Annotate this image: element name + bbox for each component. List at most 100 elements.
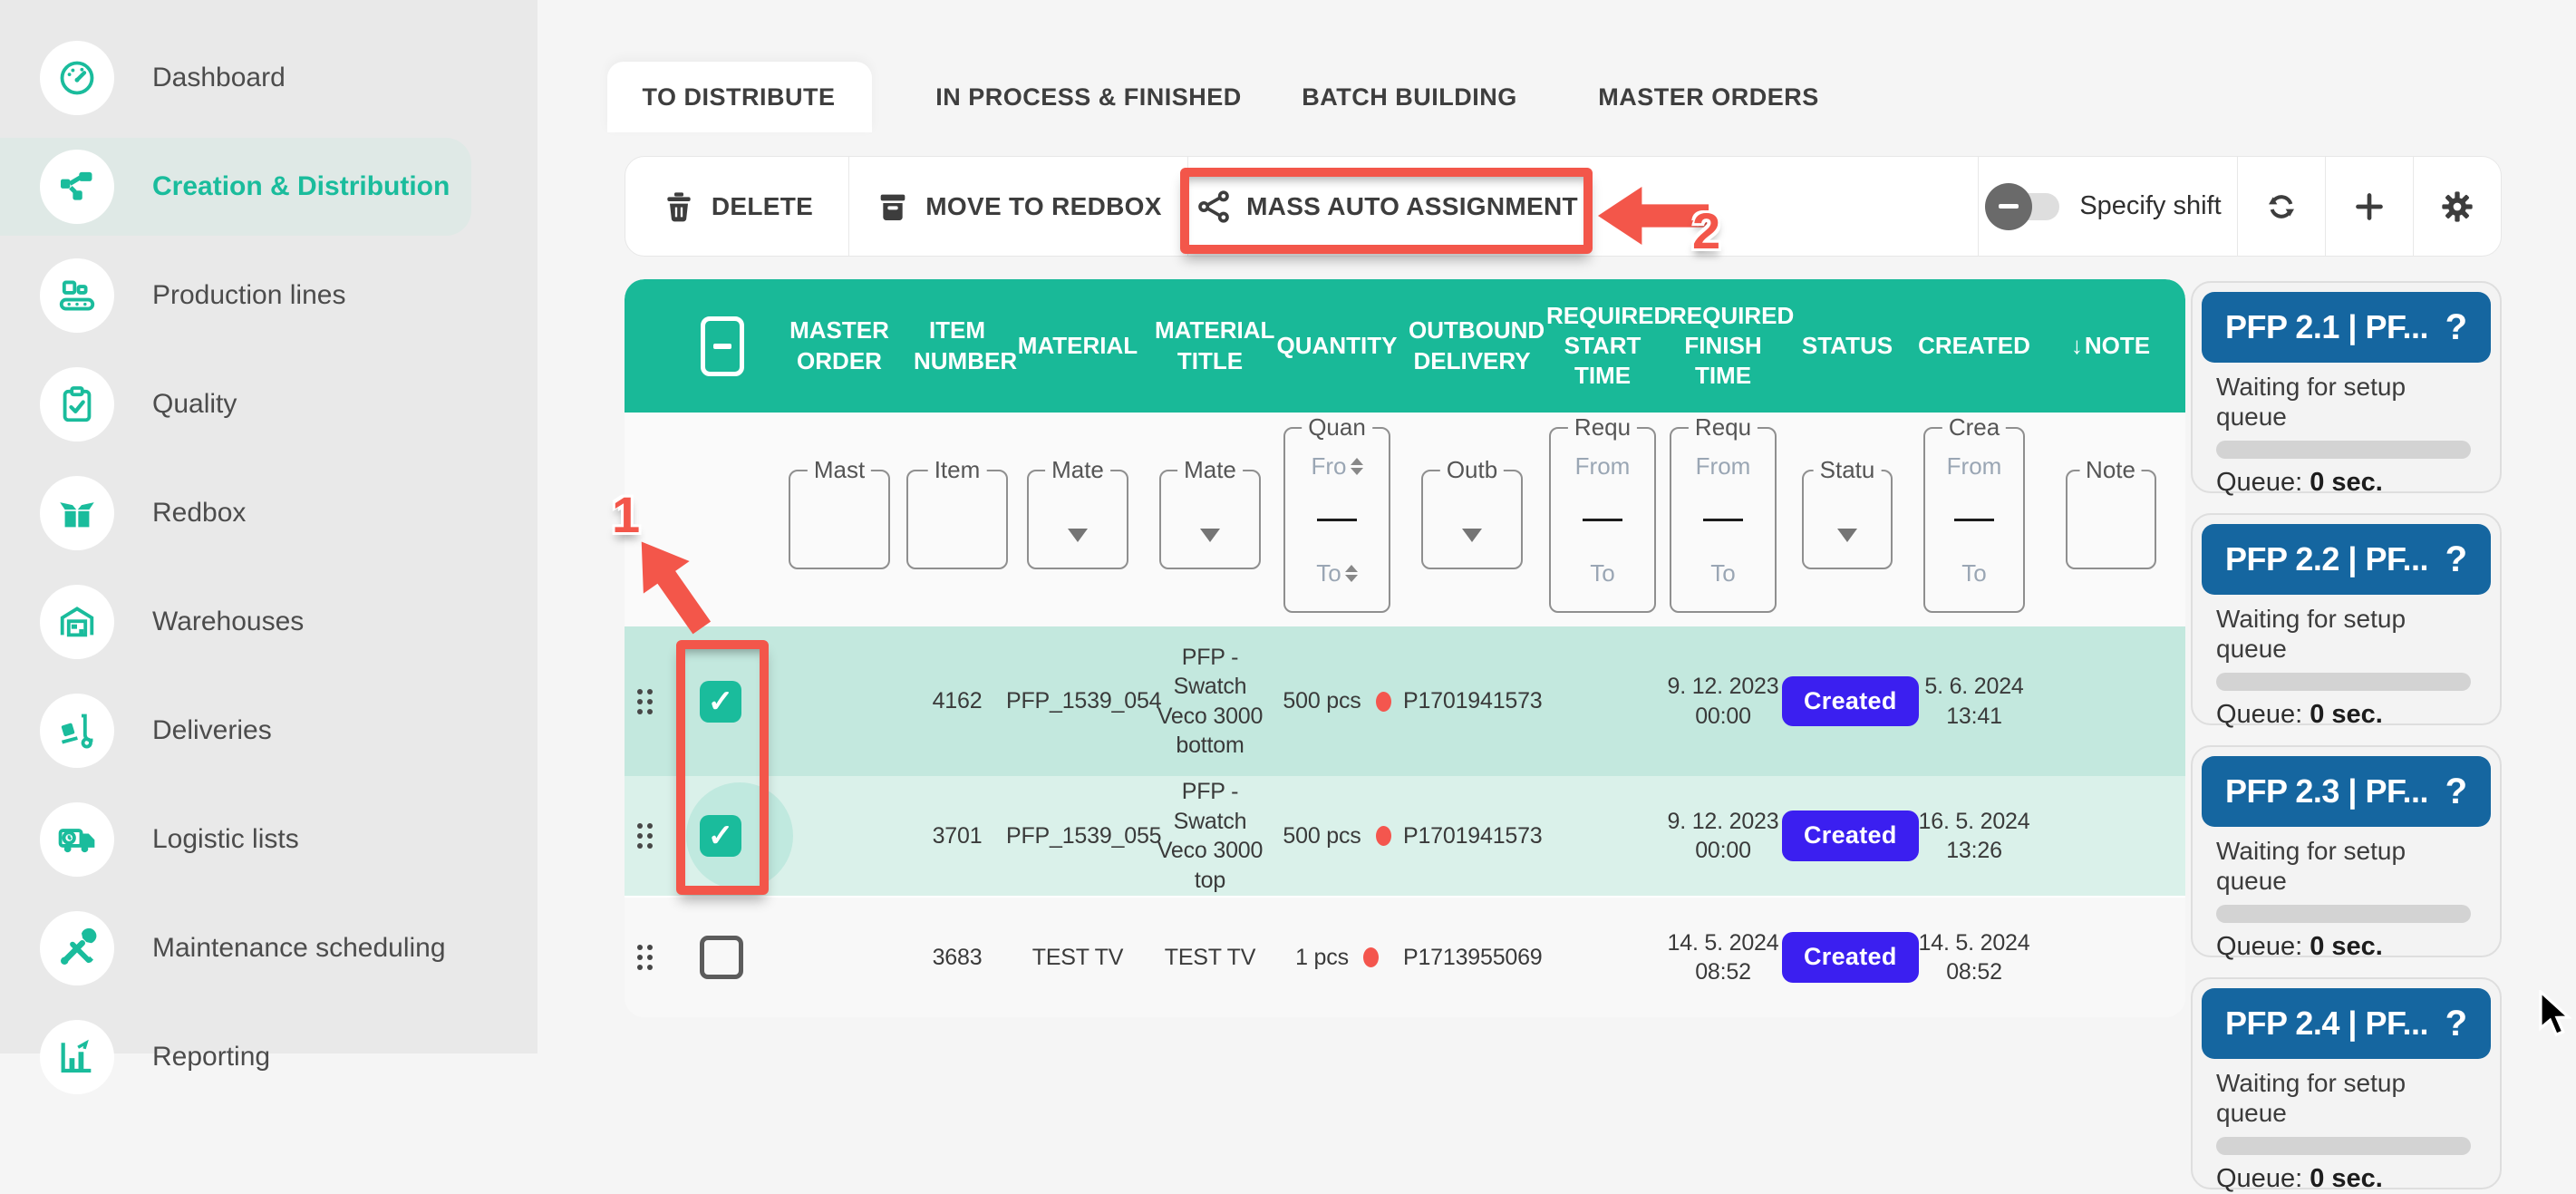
sidebar-item-dashboard[interactable]: Dashboard: [0, 24, 537, 132]
required-finish-to-input[interactable]: To: [1710, 558, 1736, 587]
sidebar-item-deliveries[interactable]: Deliveries: [0, 676, 537, 785]
drag-handle-icon[interactable]: [637, 945, 653, 970]
range-divider: [1583, 518, 1622, 521]
sidebar-item-reporting[interactable]: Reporting: [0, 1003, 537, 1111]
help-icon[interactable]: ?: [2445, 771, 2467, 811]
cell-status: Created: [1782, 675, 1919, 727]
specify-shift-toggle[interactable]: [1985, 182, 2060, 230]
column-header-material[interactable]: MATERIAL: [1017, 331, 1138, 359]
line-card-header[interactable]: PFP 2.2 | PF... ?: [2202, 524, 2491, 595]
column-header-created[interactable]: CREATED: [1918, 331, 2030, 359]
required-start-to-input[interactable]: To: [1590, 558, 1615, 587]
add-button[interactable]: [2326, 157, 2413, 256]
sidebar-item-redbox[interactable]: Redbox: [0, 459, 537, 568]
column-header-outbound-delivery[interactable]: OUTBOUND DELIVERY: [1409, 316, 1545, 374]
line-card-header[interactable]: PFP 2.3 | PF... ?: [2202, 756, 2491, 827]
quantity-to-input[interactable]: To: [1316, 559, 1358, 587]
filter-material-title-select[interactable]: Mate: [1159, 456, 1261, 569]
settings-button[interactable]: [2414, 157, 2501, 256]
sidebar-item-label: Production lines: [152, 280, 346, 310]
specify-shift-group: Specify shift: [1979, 157, 2237, 256]
required-start-from-input[interactable]: From: [1574, 451, 1631, 480]
trash-icon: [667, 191, 691, 221]
table-row[interactable]: ✓ 3701 PFP_1539_055 PFP - Swatch Veco 30…: [625, 776, 2185, 896]
tab-master-orders[interactable]: MASTER ORDERS: [1598, 83, 1819, 111]
column-header-material-title[interactable]: MATERIAL TITLE: [1155, 316, 1275, 374]
created-from-input[interactable]: From: [1946, 451, 2002, 480]
filter-material-select[interactable]: Mate: [1027, 456, 1128, 569]
line-progress-bar: [2216, 441, 2471, 460]
number-stepper-icon[interactable]: [1344, 564, 1358, 582]
availability-dot-icon: [1375, 826, 1391, 846]
refresh-button[interactable]: [2238, 157, 2325, 256]
cell-outbound-delivery: P1701941573: [1403, 822, 1543, 849]
row-checkbox-checked[interactable]: ✓: [700, 815, 741, 857]
tab-to-distribute[interactable]: TO DISTRIBUTE: [642, 83, 836, 111]
tab-in-process-finished[interactable]: IN PROCESS & FINISHED: [935, 83, 1242, 111]
quantity-from-input[interactable]: Fro: [1312, 452, 1363, 481]
sort-desc-icon: ↓: [2070, 331, 2083, 359]
filter-item-number-input[interactable]: Item: [906, 456, 1008, 569]
sidebar-item-quality[interactable]: Quality: [0, 350, 537, 459]
line-card-pfp-2-4[interactable]: PFP 2.4 | PF... ? Waiting for setup queu…: [2191, 977, 2502, 1193]
sidebar-item-creation-distribution[interactable]: Creation & Distribution: [0, 132, 537, 241]
line-card-title: PFP 2.4 | PF...: [2225, 1005, 2429, 1042]
mass-auto-assignment-button[interactable]: MASS AUTO ASSIGNMENT: [1188, 157, 1585, 256]
filter-required-finish-range[interactable]: Requ From To: [1670, 413, 1777, 613]
drag-handle-icon[interactable]: [637, 823, 653, 849]
toolbar-divider: [2413, 157, 2414, 256]
help-icon[interactable]: ?: [2445, 306, 2467, 347]
line-card-header[interactable]: PFP 2.1 | PF... ?: [2202, 292, 2491, 363]
line-card-header[interactable]: PFP 2.4 | PF... ?: [2202, 988, 2491, 1059]
cell-required-finish-time: 9. 12. 2023 00:00: [1667, 808, 1779, 864]
filter-note-input[interactable]: Note: [2065, 456, 2156, 569]
delete-button[interactable]: DELETE: [625, 157, 848, 256]
range-divider: [1317, 518, 1357, 521]
line-card-pfp-2-3[interactable]: PFP 2.3 | PF... ? Waiting for setup queu…: [2191, 745, 2502, 961]
row-checkbox-checked[interactable]: ✓: [700, 680, 741, 723]
gear-icon: [2442, 190, 2473, 222]
table-row[interactable]: 3683 TEST TV TEST TV 1 pcs P1713955069 1…: [625, 896, 2185, 1017]
bar-chart-icon: [40, 1020, 114, 1094]
filter-status-select[interactable]: Statu: [1802, 456, 1893, 569]
cell-material-title: TEST TV: [1164, 944, 1256, 970]
gauge-icon: [40, 41, 114, 115]
share-icon: [1198, 189, 1229, 223]
line-queue-text: Queue: 0 sec.: [2216, 468, 2383, 498]
sidebar-item-warehouses[interactable]: Warehouses: [0, 568, 537, 676]
line-card-pfp-2-2[interactable]: PFP 2.2 | PF... ? Waiting for setup queu…: [2191, 513, 2502, 729]
availability-dot-icon: [1362, 947, 1379, 967]
column-header-item-number[interactable]: ITEM NUMBER: [914, 316, 1018, 374]
number-stepper-icon[interactable]: [1350, 457, 1363, 475]
sidebar-item-production-lines[interactable]: Production lines: [0, 241, 537, 350]
main-content: TO DISTRIBUTE IN PROCESS & FINISHED BATC…: [537, 0, 2576, 1193]
tab-batch-building[interactable]: BATCH BUILDING: [1302, 83, 1517, 111]
filter-created-range[interactable]: Crea From To: [1923, 413, 2025, 613]
column-header-status[interactable]: STATUS: [1801, 331, 1893, 359]
column-header-required-finish-time[interactable]: REQUIRED FINISH TIME: [1670, 301, 1795, 390]
column-header-quantity[interactable]: QUANTITY: [1276, 331, 1398, 359]
filter-outbound-select[interactable]: Outb: [1421, 456, 1523, 569]
cell-quantity: 500 pcs: [1271, 821, 1403, 851]
open-box-icon: [40, 476, 114, 550]
select-all-checkbox[interactable]: [701, 315, 744, 376]
help-icon[interactable]: ?: [2445, 1003, 2467, 1044]
filter-quantity-range[interactable]: Quan Fro To: [1283, 413, 1390, 613]
move-to-redbox-button[interactable]: MOVE TO REDBOX: [849, 157, 1187, 256]
filter-master-order-input[interactable]: Mast: [789, 456, 890, 569]
line-queue-text: Queue: 0 sec.: [2216, 932, 2383, 962]
required-finish-from-input[interactable]: From: [1695, 451, 1751, 480]
filter-required-start-range[interactable]: Requ From To: [1549, 413, 1656, 613]
sidebar-item-label: Warehouses: [152, 607, 305, 636]
sidebar-item-maintenance-scheduling[interactable]: Maintenance scheduling: [0, 894, 537, 1003]
created-to-input[interactable]: To: [1961, 558, 1987, 587]
table-row[interactable]: ✓ 4162 PFP_1539_054 PFP - Swatch Veco 30…: [625, 626, 2185, 776]
column-header-required-start-time[interactable]: REQUIRED START TIME: [1546, 301, 1671, 390]
line-card-pfp-2-1[interactable]: PFP 2.1 | PF... ? Waiting for setup queu…: [2191, 281, 2502, 497]
drag-handle-icon[interactable]: [637, 688, 653, 714]
column-header-note[interactable]: ↓NOTE: [2070, 331, 2151, 359]
sidebar-item-logistic-lists[interactable]: Logistic lists: [0, 785, 537, 894]
column-header-master-order[interactable]: MASTER ORDER: [789, 316, 889, 374]
help-icon[interactable]: ?: [2445, 539, 2467, 579]
row-checkbox-unchecked[interactable]: [700, 936, 743, 979]
